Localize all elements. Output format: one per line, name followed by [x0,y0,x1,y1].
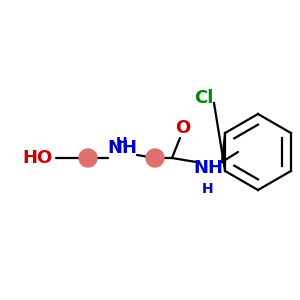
Text: H: H [202,182,214,196]
Circle shape [79,149,97,167]
Text: Cl: Cl [194,89,214,107]
Text: NH: NH [107,139,137,157]
Text: HO: HO [22,149,52,167]
Text: O: O [176,119,190,137]
Circle shape [146,149,164,167]
Text: NH: NH [193,159,223,177]
Text: H: H [116,136,128,150]
